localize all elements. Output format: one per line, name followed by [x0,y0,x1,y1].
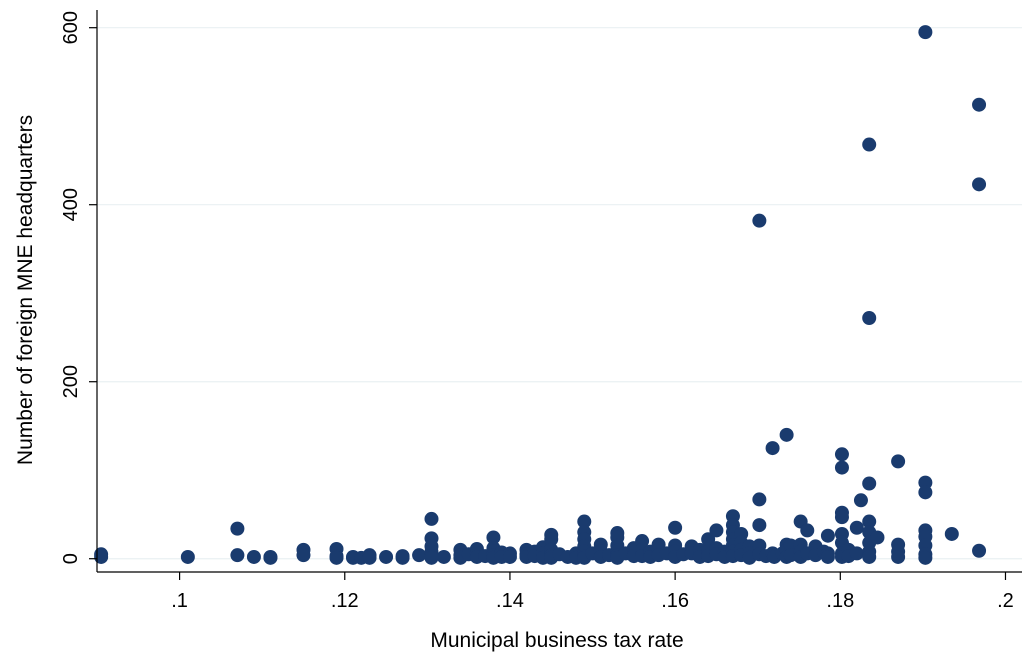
data-point [779,427,794,442]
data-point [246,549,261,564]
data-point [849,546,864,561]
data-point [853,493,868,508]
x-axis-ticks: .1 .12 .14 .16 .18 .2 [171,572,1014,612]
y-tick-label: 200 [60,365,82,398]
data-point [577,514,592,529]
y-axis-ticks: 0 200 400 600 [60,11,97,564]
data-point [972,177,987,192]
data-point [918,25,933,40]
data-point [263,550,278,565]
x-tick-label: .1 [171,590,188,612]
data-point [701,532,716,547]
data-point [918,475,933,490]
data-point [820,549,835,564]
data-point [502,549,517,564]
data-point [862,476,877,491]
data-point [918,550,933,565]
axes [96,10,1022,573]
x-tick-label: .18 [826,590,854,612]
data-point [180,549,195,564]
data-point [544,532,559,547]
data-point [972,543,987,558]
data-point [765,441,780,456]
data-point [862,549,877,564]
data-point [820,528,835,543]
data-point [379,549,394,564]
x-tick-label: .16 [661,590,689,612]
y-tick-label: 400 [60,188,82,221]
data-point [486,530,501,545]
data-point [891,454,906,469]
data-point [424,550,439,565]
data-point [862,137,877,152]
data-point [834,510,849,525]
data-point [395,550,410,565]
y-tick-label: 600 [60,11,82,44]
data-point [834,460,849,475]
data-point [362,550,377,565]
data-point [412,548,427,563]
data-point [834,447,849,462]
data-point [752,213,767,228]
data-point [918,485,933,500]
x-tick-label: .14 [496,590,524,612]
y-axis-title: Number of foreign MNE headquarters [14,115,37,465]
data-point [424,511,439,526]
data-point [668,520,683,535]
data-point [329,550,344,565]
data-point [94,549,109,564]
data-point [752,492,767,507]
y-tick-label: 0 [60,553,82,564]
data-point [230,521,245,536]
data-point [709,523,724,538]
data-point [752,518,767,533]
data-point [436,549,451,564]
data-point [862,514,877,529]
data-point [944,526,959,541]
data-point [230,548,245,563]
data-point [800,523,815,538]
data-points [94,25,987,565]
data-point [870,530,885,545]
x-axis-title: Municipal business tax rate [430,629,683,652]
data-point [296,548,311,563]
data-point [891,549,906,564]
data-point [849,520,864,535]
x-tick-label: .2 [997,590,1014,612]
data-point [862,310,877,325]
data-point [972,97,987,112]
x-tick-label: .12 [331,590,359,612]
